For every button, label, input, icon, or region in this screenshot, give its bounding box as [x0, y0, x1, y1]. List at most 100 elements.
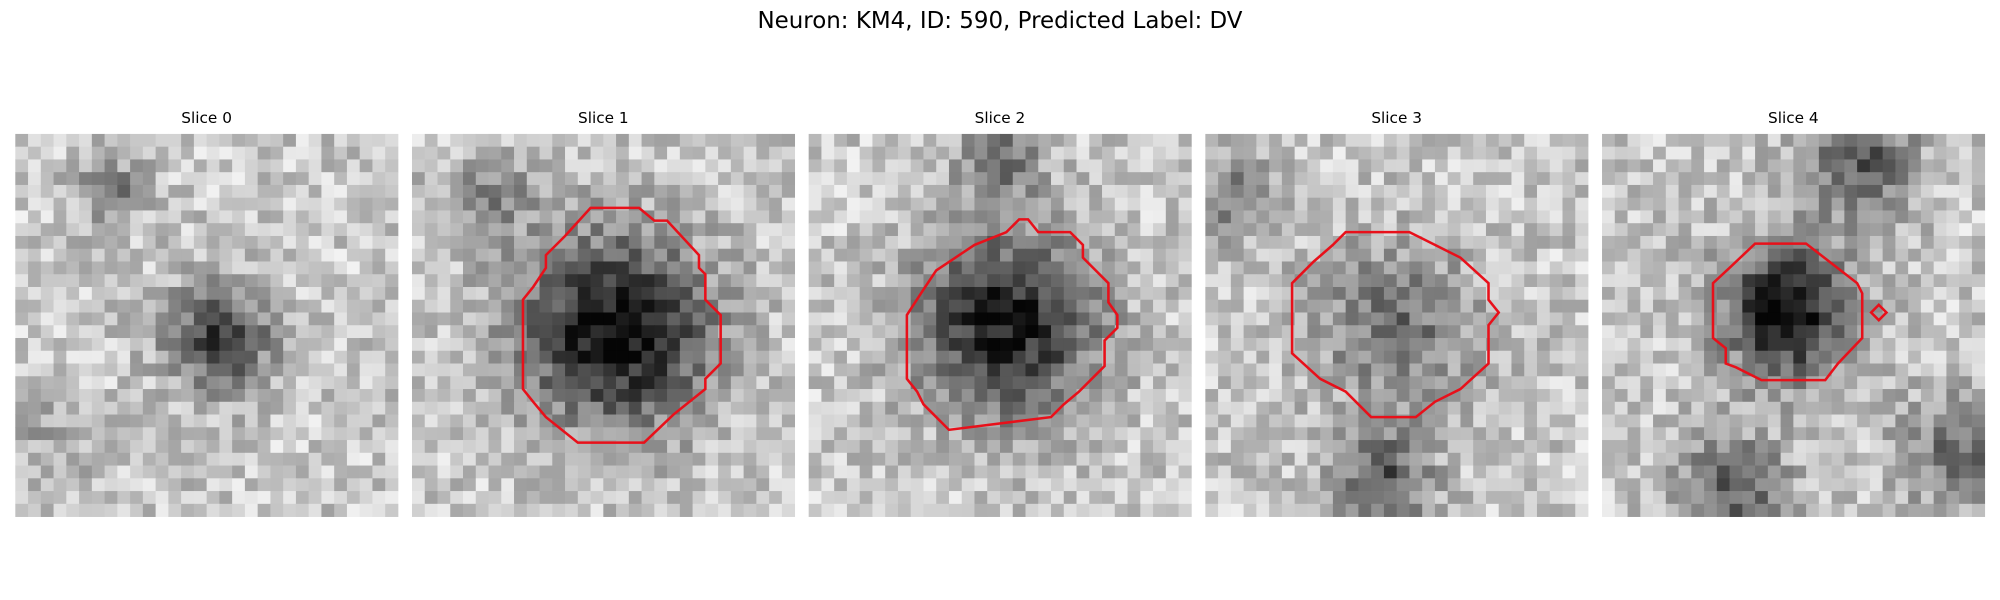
pixel	[769, 338, 783, 352]
pixel	[1256, 223, 1270, 237]
pixel	[1653, 325, 1667, 339]
pixel	[781, 146, 796, 160]
pixel	[1831, 389, 1845, 403]
pixel	[667, 299, 681, 313]
pixel	[501, 401, 515, 415]
pixel	[808, 146, 822, 160]
pixel	[1409, 478, 1423, 492]
pixel	[590, 503, 604, 517]
pixel	[1153, 427, 1167, 441]
pixel	[616, 491, 630, 505]
pixel	[1320, 312, 1334, 326]
pixel	[232, 350, 246, 364]
pixel	[117, 146, 131, 160]
pixel	[1294, 478, 1308, 492]
pixel	[910, 491, 924, 505]
pixel	[616, 312, 630, 326]
pixel	[987, 440, 1001, 454]
pixel	[1269, 338, 1283, 352]
pixel	[1653, 172, 1667, 186]
pixel	[1742, 376, 1756, 390]
pixel	[616, 465, 630, 479]
pixel	[372, 452, 386, 466]
pixel	[756, 376, 770, 390]
pixel	[1614, 503, 1628, 517]
pixel	[1614, 401, 1628, 415]
pixel	[1460, 491, 1474, 505]
pixel	[155, 274, 169, 288]
pixel	[1780, 248, 1794, 262]
pixel	[450, 350, 464, 364]
pixel	[897, 503, 912, 517]
pixel	[1153, 325, 1167, 339]
pixel	[130, 210, 144, 224]
pixel	[1780, 172, 1794, 186]
pixel	[1269, 299, 1283, 313]
pixel	[539, 491, 553, 505]
pixel	[79, 133, 93, 148]
pixel	[1818, 478, 1833, 492]
pixel	[1959, 440, 1973, 454]
pixel	[705, 414, 719, 428]
pixel	[283, 427, 297, 441]
pixel	[1205, 274, 1219, 288]
pixel	[1946, 261, 1960, 275]
pixel	[66, 210, 80, 224]
pixel	[936, 146, 950, 160]
pixel	[616, 478, 630, 492]
pixel	[1332, 261, 1347, 275]
pixel	[334, 465, 348, 479]
pixel	[1653, 465, 1667, 479]
pixel	[974, 133, 988, 148]
pixel	[859, 261, 873, 275]
pixel	[424, 363, 438, 377]
pixel	[1793, 312, 1807, 326]
pixel	[308, 248, 322, 262]
pixel	[501, 197, 515, 211]
pixel	[334, 338, 348, 352]
pixel	[1127, 325, 1141, 339]
pixel	[667, 376, 681, 390]
pixel	[411, 465, 426, 479]
pixel	[565, 146, 579, 160]
pixel	[1140, 146, 1154, 160]
pixel	[1256, 414, 1270, 428]
pixel	[206, 325, 220, 339]
pixel	[974, 312, 988, 326]
pixel	[130, 274, 144, 288]
pixel	[181, 325, 195, 339]
pixel	[488, 325, 502, 339]
pixel	[1971, 478, 1986, 492]
pixel	[1780, 491, 1794, 505]
pixel	[1447, 376, 1461, 390]
pixel	[1332, 414, 1347, 428]
pixel	[565, 299, 579, 313]
pixel	[1665, 350, 1679, 364]
pixel	[1114, 491, 1128, 505]
pixel	[1358, 146, 1372, 160]
pixel	[1434, 312, 1449, 326]
pixel	[321, 223, 335, 237]
pixel	[1780, 503, 1794, 517]
pixel	[743, 159, 757, 173]
pixel	[1767, 286, 1781, 301]
pixel	[219, 503, 233, 517]
pixel	[28, 210, 42, 224]
pixel	[577, 146, 591, 160]
pixel	[936, 299, 950, 313]
pixel	[1524, 159, 1538, 173]
pixel	[1767, 197, 1781, 211]
pixel	[142, 210, 156, 224]
pixel	[603, 389, 617, 403]
pixel	[1704, 235, 1718, 250]
contour	[1290, 230, 1501, 419]
pixel	[372, 146, 386, 160]
pixel	[1485, 184, 1500, 199]
pixel	[321, 350, 335, 364]
pixel	[974, 210, 988, 224]
pixel	[359, 312, 373, 326]
pixel	[1051, 235, 1065, 250]
pixel	[79, 414, 93, 428]
pixel	[1767, 159, 1781, 173]
pixel	[1844, 389, 1858, 403]
